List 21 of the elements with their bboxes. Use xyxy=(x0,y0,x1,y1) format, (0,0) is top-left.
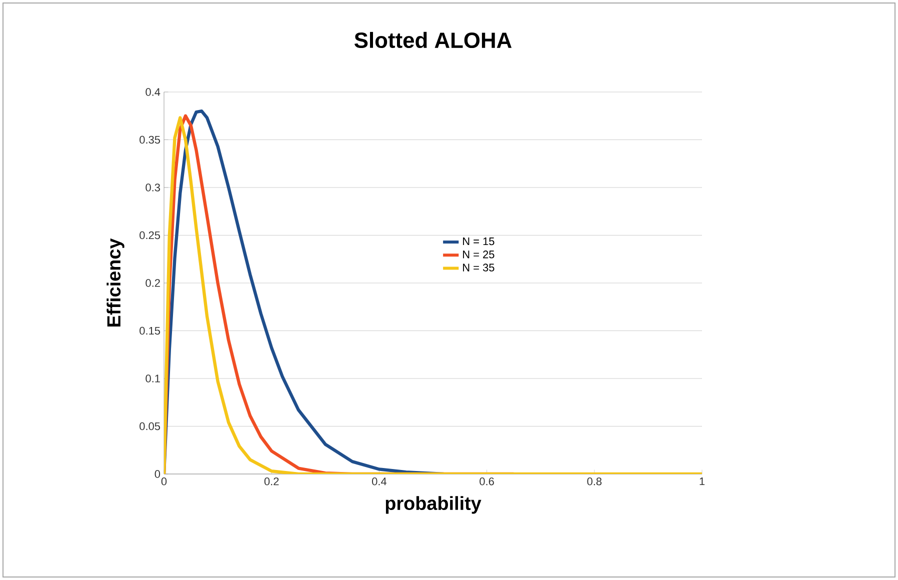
x-tick-label: 0.6 xyxy=(480,478,494,486)
y-tick-label: 0.2 xyxy=(146,279,160,287)
legend-label: N = 15 xyxy=(463,238,494,246)
y-tick-label: 0.1 xyxy=(146,374,160,382)
x-tick-label: 0.2 xyxy=(264,478,279,486)
x-tick-label: 0.4 xyxy=(372,478,386,486)
y-tick-label: 0.15 xyxy=(140,326,160,335)
x-tick-label: 0.8 xyxy=(587,478,602,486)
y-tick-label: 0.4 xyxy=(146,88,160,96)
y-tick-label: 0 xyxy=(154,470,160,478)
y-axis-title: Efficiency xyxy=(106,238,124,326)
y-tick-label: 0.05 xyxy=(140,422,160,430)
x-tick-label: 0 xyxy=(161,478,167,486)
chart-title: Slotted ALOHA xyxy=(354,32,512,48)
y-tick-label: 0.25 xyxy=(140,231,160,240)
legend-label: N = 25 xyxy=(463,250,494,258)
x-tick-label: 1 xyxy=(700,478,705,486)
x-axis-title: probability xyxy=(386,496,482,514)
y-tick-label: 0.35 xyxy=(140,136,160,144)
y-tick-label: 0.3 xyxy=(146,184,160,192)
legend-label: N = 35 xyxy=(463,264,494,272)
